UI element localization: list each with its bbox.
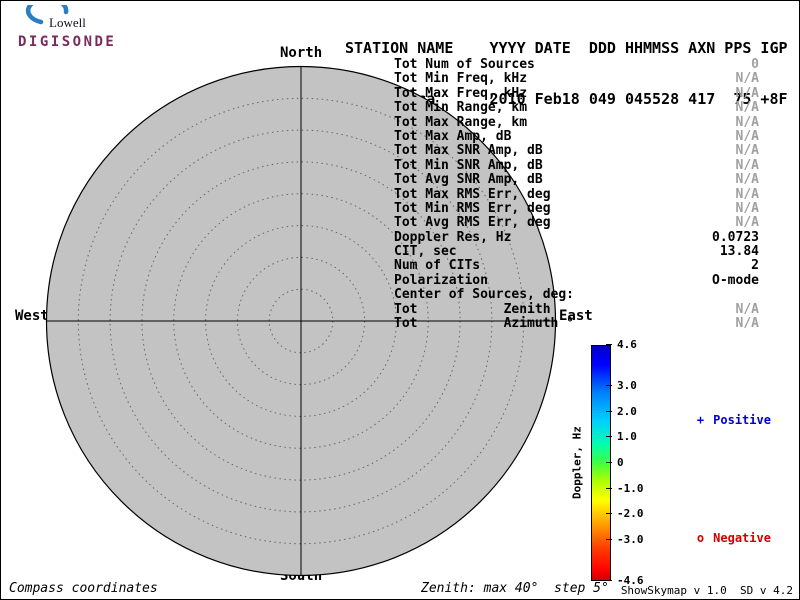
- stat-value: N/A: [735, 71, 759, 87]
- stat-value: N/A: [735, 301, 759, 317]
- stat-value: N/A: [735, 172, 759, 188]
- stat-label: Tot Max SNR Amp, dB: [394, 143, 543, 159]
- legend-negative-label: Negative: [713, 531, 771, 545]
- stat-value: 13.84: [719, 244, 759, 260]
- logo-digisonde-text: DIGISONDE: [18, 34, 116, 50]
- stat-label: Doppler Res, Hz: [394, 229, 512, 245]
- stat-row-avg-snr: Tot Avg SNR Amp, dB N/A: [394, 172, 759, 188]
- stat-value: N/A: [735, 114, 759, 130]
- stat-label: Tot Max Freq, kHz: [394, 85, 528, 101]
- stat-label: Polarization: [394, 272, 488, 288]
- stat-row-max-rms: Tot Max RMS Err, deg N/A: [394, 186, 759, 202]
- stat-label: Tot Zenith: [394, 301, 551, 317]
- stat-row-min-snr: Tot Min SNR Amp, dB N/A: [394, 157, 759, 173]
- stat-label: Tot Min SNR Amp, dB: [394, 157, 543, 173]
- stat-label: Tot Min Range, km: [394, 100, 528, 116]
- stat-label: Tot Min Freq, kHz: [394, 71, 528, 87]
- stat-row-max-amp: Tot Max Amp, dB N/A: [394, 128, 759, 144]
- stat-row-doppler-res: Doppler Res, Hz 0.0723: [394, 229, 759, 245]
- stat-row-polarization: Polarization O-mode: [394, 272, 759, 288]
- stat-value: N/A: [735, 215, 759, 231]
- stat-row-min-range: Tot Min Range, km N/A: [394, 100, 759, 116]
- stat-label: CIT, sec: [394, 244, 457, 260]
- stat-label: Tot Max Amp, dB: [394, 128, 512, 144]
- stat-value: N/A: [735, 200, 759, 216]
- compass-north-label: North: [280, 45, 323, 61]
- colorbar-tick: 3.0: [606, 379, 637, 392]
- stat-row-max-freq: Tot Max Freq, kHz N/A: [394, 85, 759, 101]
- stat-value: N/A: [735, 85, 759, 101]
- stat-label: Tot Azimuth °: [394, 316, 575, 332]
- zenith-scale-label: Zenith: max 40° step 5°: [421, 581, 609, 596]
- stat-value: N/A: [735, 316, 759, 332]
- stat-label: Center of Sources, deg:: [394, 287, 575, 303]
- stat-row-max-snr: Tot Max SNR Amp, dB N/A: [394, 143, 759, 159]
- colorbar-tick: 1.0: [606, 430, 637, 443]
- compass-west-label: West: [15, 308, 49, 324]
- skymap-plot: [45, 65, 557, 577]
- stat-value: N/A: [735, 157, 759, 173]
- colorbar-axis-label: Doppler, Hz: [570, 426, 584, 500]
- stat-value: 2: [751, 258, 759, 274]
- stat-row-min-rms: Tot Min RMS Err, deg N/A: [394, 200, 759, 216]
- stat-row-num-sources: Tot Num of Sources 0: [394, 57, 759, 72]
- stat-row-azimuth: Tot Azimuth ° N/A: [394, 316, 759, 332]
- stat-row-avg-rms: Tot Avg RMS Err, deg N/A: [394, 215, 759, 231]
- stat-value: 0: [751, 57, 759, 72]
- logo-lowell-text: Lowell: [49, 15, 86, 30]
- colorbar-tick: 2.0: [606, 405, 637, 418]
- stat-label: Tot Max RMS Err, deg: [394, 186, 551, 202]
- doppler-colorbar: [591, 345, 611, 581]
- stat-label: Tot Avg SNR Amp, dB: [394, 172, 543, 188]
- stat-value: N/A: [735, 128, 759, 144]
- stat-row-max-range: Tot Max Range, km N/A: [394, 114, 759, 130]
- stat-value: 0.0723: [712, 229, 759, 245]
- colorbar-tick: -3.0: [606, 533, 644, 546]
- stat-label: Tot Max Range, km: [394, 114, 528, 130]
- stat-value: N/A: [735, 143, 759, 159]
- compass-east-label: East: [559, 308, 593, 324]
- header-column-titles: STATION NAME YYYY DATE DDD HHMMSS AXN PP…: [345, 39, 788, 57]
- colorbar-tick: 0: [606, 456, 624, 469]
- plus-marker-icon: +: [696, 413, 705, 427]
- colorbar-tick: 4.6: [606, 338, 637, 351]
- stat-label: Tot Num of Sources: [394, 57, 535, 72]
- stat-label: Num of CITs: [394, 258, 481, 274]
- digisonde-logo: Lowell DIGISONDE: [18, 5, 116, 50]
- stat-row-min-freq: Tot Min Freq, kHz N/A: [394, 71, 759, 87]
- colorbar-tick: -4.6: [606, 574, 644, 587]
- software-version-label: ShowSkymap v 1.0 SD v 4.2: [620, 584, 793, 597]
- stat-row-zenith: Tot Zenith N/A: [394, 301, 759, 317]
- colorbar-tick: -1.0: [606, 482, 644, 495]
- stats-panel: Tot Num of Sources 0 Tot Min Freq, kHz N/A…: [394, 57, 759, 332]
- stat-value: N/A: [735, 186, 759, 202]
- stat-row-cit: CIT, sec 13.84: [394, 244, 759, 260]
- colorbar-tick: -2.0: [606, 507, 644, 520]
- logo-swoosh-icon: [25, 5, 69, 25]
- stat-label: Tot Avg RMS Err, deg: [394, 215, 551, 231]
- legend-positive: + Positive: [668, 399, 771, 441]
- stat-value: O-mode: [712, 272, 759, 288]
- stat-row-center-of-sources: Center of Sources, deg:: [394, 287, 759, 303]
- legend-positive-label: Positive: [713, 413, 771, 427]
- stat-value: N/A: [735, 100, 759, 116]
- legend-negative: o Negative: [668, 517, 771, 559]
- header-block: STATION NAME YYYY DATE DDD HHMMSS AXN PP…: [345, 6, 788, 142]
- stat-row-num-cits: Num of CITs 2: [394, 258, 759, 274]
- coordinates-mode-label: Compass coordinates: [9, 581, 158, 596]
- circle-marker-icon: o: [696, 531, 705, 545]
- stat-label: Tot Min RMS Err, deg: [394, 200, 551, 216]
